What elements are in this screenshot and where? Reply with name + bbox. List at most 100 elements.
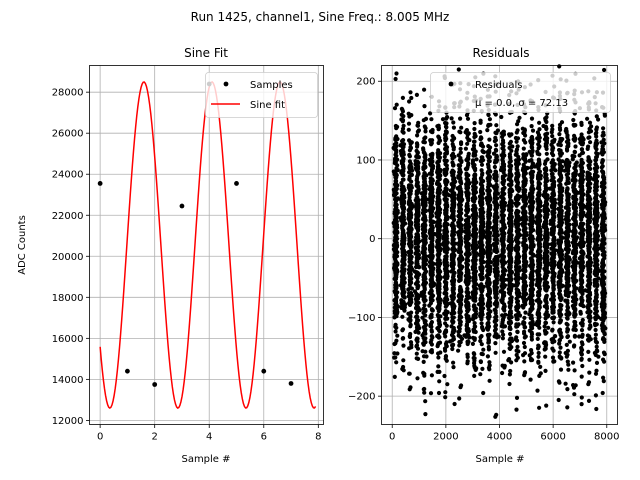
residual-point (416, 356, 421, 361)
residual-point (422, 136, 427, 141)
residual-point (500, 363, 505, 368)
sine-fit-curve (99, 80, 317, 410)
residual-point (522, 335, 527, 340)
residual-point (544, 403, 549, 408)
sine-fit-xtick-label: 2 (151, 432, 157, 443)
sine-fit-xtick-label: 8 (315, 432, 321, 443)
sine-fit-ytick-label: 26000 (52, 129, 84, 140)
residual-point (443, 198, 448, 203)
residual-point (571, 344, 577, 349)
residual-point (508, 331, 513, 337)
residual-point (544, 151, 549, 156)
residual-point (487, 360, 492, 365)
residual-point (537, 181, 543, 186)
residual-point (407, 371, 412, 376)
residual-point (437, 340, 443, 345)
residual-point (571, 360, 576, 365)
sample-point (179, 203, 185, 209)
residual-point (572, 319, 577, 324)
residual-point (429, 169, 434, 174)
residual-point (600, 158, 605, 163)
residual-point (428, 297, 433, 303)
residual-point (567, 160, 572, 165)
residual-point (449, 116, 454, 121)
sine-fit-ytick-label: 12000 (52, 416, 84, 427)
sine-fit-xtick-label: 4 (206, 432, 212, 443)
sine-fit-plot-area (97, 80, 317, 410)
residual-point (452, 401, 457, 407)
residual-point (594, 248, 600, 253)
residual-point (521, 321, 527, 327)
residual-point (394, 360, 399, 365)
residual-point (401, 130, 406, 135)
residuals-panel: Residuals 0 2000 4000 6000 8000−200−10001002… (348, 46, 619, 465)
residual-point (400, 211, 405, 216)
residual-point (522, 315, 527, 320)
residual-point (586, 382, 591, 387)
residual-point (443, 162, 448, 167)
residual-point (442, 373, 447, 379)
residual-point (558, 367, 564, 372)
residual-point (423, 399, 428, 404)
sine-fit-ytick-label: 28000 (52, 88, 84, 99)
residual-point (594, 150, 599, 156)
residual-point (480, 366, 485, 371)
residual-point (587, 319, 592, 324)
residual-point (513, 135, 519, 141)
residual-point (516, 311, 521, 316)
residual-point (537, 127, 542, 132)
residual-point (474, 157, 479, 162)
sample-point (152, 382, 158, 387)
residual-point (444, 116, 449, 121)
residual-point (408, 90, 413, 95)
residual-point (536, 350, 541, 356)
residual-point (579, 374, 584, 379)
residual-point (457, 396, 462, 401)
residual-point (465, 141, 470, 146)
residuals-plot-area (391, 64, 608, 419)
residual-point (428, 111, 433, 116)
residual-point (486, 158, 491, 163)
residual-point (587, 326, 592, 331)
figure-suptitle: Run 1425, channel1, Sine Freq.: 8.005 MH… (191, 10, 450, 24)
sample-point (234, 181, 239, 186)
residual-point (529, 116, 535, 121)
residual-point (501, 332, 506, 337)
residual-point (572, 368, 577, 373)
residual-point (601, 174, 606, 179)
residual-point (594, 127, 599, 132)
residual-point (515, 344, 520, 349)
residual-point (508, 139, 513, 144)
sine-fit-ytick-label: 18000 (52, 293, 84, 304)
residual-point (587, 120, 593, 125)
residual-point (550, 355, 556, 360)
residual-point (481, 390, 486, 396)
residual-point (602, 67, 607, 73)
residual-point (443, 390, 448, 395)
residual-point (393, 329, 398, 334)
residual-point (535, 388, 540, 393)
residual-point (571, 117, 576, 123)
residual-point (558, 127, 563, 132)
residual-point (500, 161, 505, 166)
residual-point (430, 151, 435, 156)
residual-point (550, 134, 555, 139)
sine-fit-ytick-label: 16000 (52, 334, 84, 345)
residual-point (478, 335, 483, 340)
residual-point (486, 144, 491, 149)
residual-point (573, 123, 578, 128)
residual-point (508, 368, 513, 374)
residual-point (601, 150, 607, 155)
sine-fit-legend: Samples Sine fit (205, 72, 318, 118)
residual-point (594, 406, 599, 412)
residual-point (414, 314, 419, 319)
residual-point (450, 315, 455, 320)
residual-point (546, 325, 551, 330)
residual-point (586, 349, 591, 354)
residual-point (529, 153, 535, 158)
residual-point (521, 156, 526, 161)
residual-point (557, 122, 563, 127)
residual-point (494, 123, 499, 128)
residual-point (406, 121, 412, 126)
residual-point (572, 334, 578, 339)
